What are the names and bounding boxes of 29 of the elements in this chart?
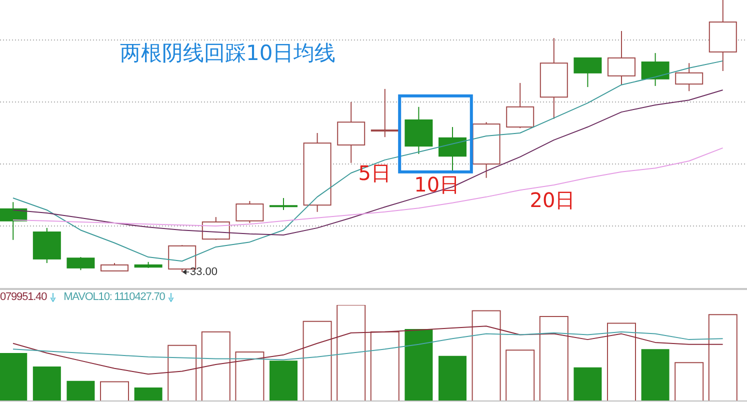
bar <box>607 322 636 401</box>
bar <box>438 356 467 401</box>
bar <box>641 349 670 401</box>
annotation: 两根阴线回踩10日均线 <box>120 41 336 65</box>
bar <box>574 367 602 401</box>
bar <box>100 381 130 401</box>
candlestick <box>370 88 399 138</box>
bar <box>336 305 366 401</box>
bar <box>134 388 162 401</box>
bar <box>404 329 433 401</box>
bar <box>66 380 95 401</box>
annotation: 33.00 <box>190 266 218 278</box>
series-label: 20日 <box>530 188 576 212</box>
series-label: 5日 <box>358 160 392 185</box>
bar <box>302 320 332 401</box>
bar <box>168 344 197 401</box>
bar <box>708 314 738 401</box>
bar <box>370 331 400 401</box>
bar <box>270 360 298 401</box>
bar <box>201 331 230 401</box>
bar <box>539 316 568 401</box>
candlestick <box>270 198 298 210</box>
text: MAVOL10: 1110427.70 <box>64 291 165 303</box>
bar <box>472 310 501 401</box>
bar <box>32 366 61 401</box>
bar <box>674 362 704 401</box>
text: 079951.40 <box>0 291 47 303</box>
bar <box>235 352 264 401</box>
bar <box>506 350 535 401</box>
